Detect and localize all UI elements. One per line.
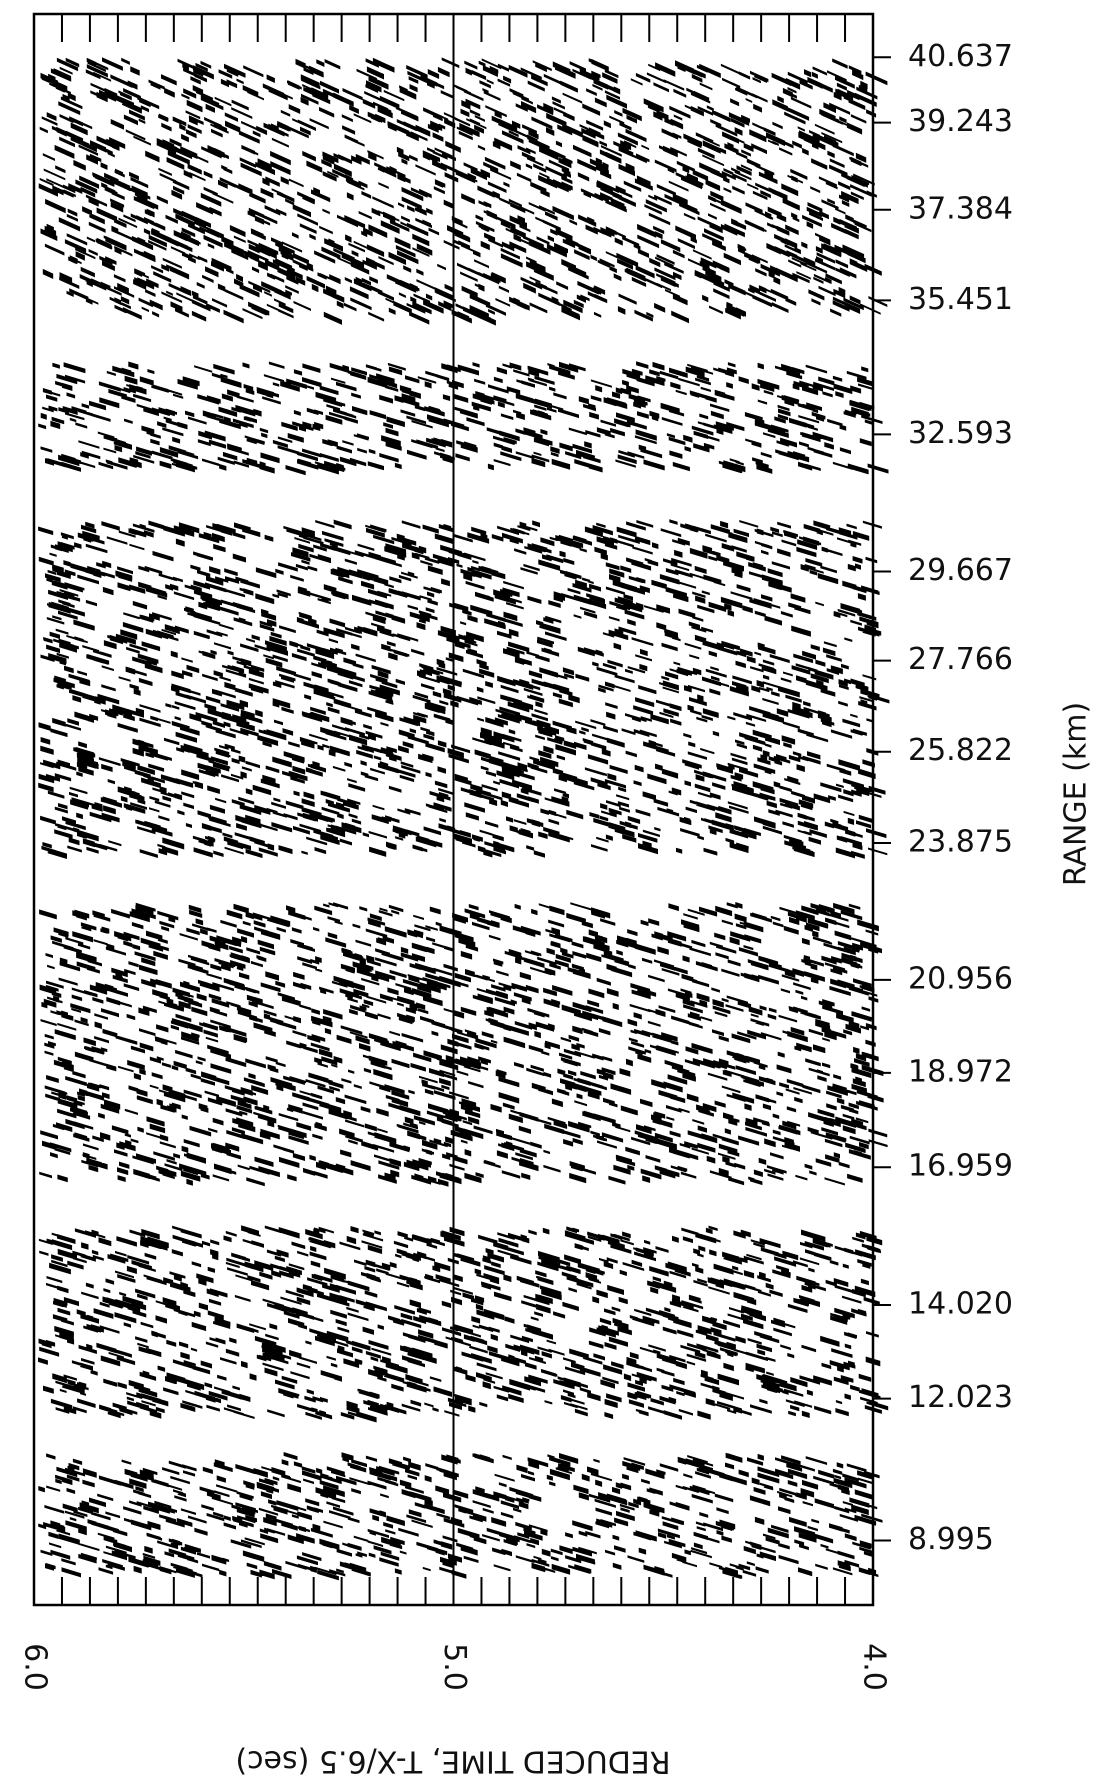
trace-texture — [38, 361, 888, 475]
x-tick-label: 4.0 — [857, 1643, 892, 1691]
y-tick-label: 32.593 — [908, 416, 1013, 451]
y-tick-label: 20.956 — [908, 961, 1013, 996]
y-tick-label: 16.959 — [908, 1149, 1013, 1184]
y-tick-label: 29.667 — [908, 553, 1013, 588]
y-tick-label: 12.023 — [908, 1380, 1013, 1415]
chart: RANGE (km) REDUCED TIME, T-X/6.5 (sec) 6… — [0, 0, 1106, 1777]
trace-texture — [38, 519, 889, 859]
y-tick-label: 18.972 — [908, 1054, 1013, 1089]
page: {"chart_data": {"type": "record-section"… — [0, 0, 1106, 1777]
y-tick-label: 40.637 — [908, 39, 1013, 74]
x-tick-label: 5.0 — [437, 1643, 472, 1691]
y-tick-label: 37.384 — [908, 191, 1013, 226]
trace-texture — [38, 1225, 888, 1422]
y-tick-label: 39.243 — [908, 104, 1013, 139]
trace-texture — [39, 902, 888, 1187]
trace-texture — [39, 57, 888, 325]
y-tick-label: 25.822 — [908, 733, 1013, 768]
y-tick-label: 23.875 — [908, 825, 1013, 860]
x-axis-label: REDUCED TIME, T-X/6.5 (sec) — [235, 1744, 670, 1777]
trace-texture — [38, 1452, 882, 1580]
y-tick-label: 35.451 — [908, 282, 1013, 317]
y-tick-label: 14.020 — [908, 1286, 1013, 1321]
body: RANGE (km) REDUCED TIME, T-X/6.5 (sec) 6… — [0, 0, 1106, 1777]
y-axis-label: RANGE (km) — [1059, 702, 1094, 886]
y-tick-label: 27.766 — [908, 642, 1013, 677]
x-tick-label: 6.0 — [18, 1643, 53, 1691]
y-tick-label: 8.995 — [908, 1522, 994, 1557]
